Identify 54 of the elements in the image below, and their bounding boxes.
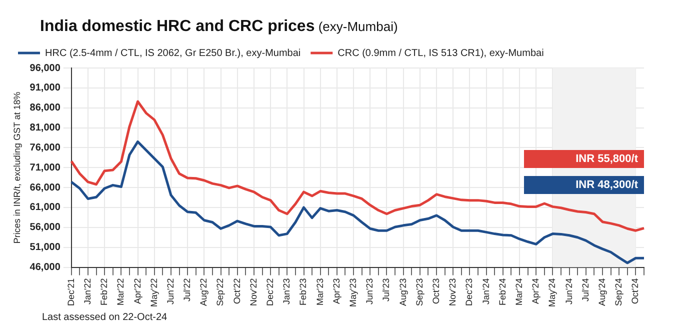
x-tick-label: Jul'24 (580, 278, 590, 302)
x-tick-label: May'23 (348, 278, 358, 308)
x-tick-label: Jul'22 (182, 278, 192, 302)
x-tick-label: Jan'22 (82, 278, 92, 305)
y-tick-label: 46,000 (30, 262, 61, 274)
chart-subtitle: (exy-Mumbai) (317, 19, 398, 34)
x-tick-label: Mar'22 (116, 278, 126, 306)
x-tick-label: Jan'24 (480, 278, 491, 305)
text: Last assessed on 22-Oct-24 (42, 312, 168, 323)
legend-label: HRC (2.5-4mm / CTL, IS 2062, Gr E250 Br.), exy-Mumbai (45, 48, 301, 59)
x-tick-label: Nov'23 (448, 278, 458, 306)
x-tick-label: Oct'22 (232, 278, 242, 304)
x-tick-label: Sep'23 (414, 278, 424, 306)
y-tick-label: 76,000 (30, 142, 61, 154)
x-tick-label: Jan'23 (282, 278, 292, 305)
x-tick-label: Apr'22 (132, 278, 142, 304)
x-tick-label: Jun'23 (364, 278, 375, 305)
y-axis-title: Prices in INR/t, excluding GST at 18% (12, 92, 22, 244)
x-tick-label: Aug'24 (596, 278, 607, 306)
x-tick-label: Aug'22 (198, 278, 209, 306)
x-tick-label: Apr'23 (331, 278, 342, 304)
x-tick-label: Jul'23 (381, 278, 392, 302)
x-tick-label: Sep'24 (614, 278, 624, 306)
x-tick-label: Dec'23 (464, 278, 474, 306)
y-tick-label: 66,000 (30, 182, 61, 194)
chart-title: India domestic HRC and CRC prices (40, 18, 315, 35)
x-tick-label: Aug'23 (398, 278, 408, 306)
legend-label: CRC (0.9mm / CTL, IS 513 CR1), exy-Mumbai (338, 48, 544, 59)
price-tag: INR 48,300/t (524, 176, 644, 194)
x-tick-label: Sep'22 (215, 278, 226, 306)
x-tick-label: Mar'23 (314, 278, 325, 306)
y-tick-label: 81,000 (30, 122, 61, 134)
y-tick-label: 71,000 (30, 162, 61, 174)
price-tag: INR 55,800/t (524, 150, 644, 168)
x-tick-label: Nov'22 (248, 278, 258, 306)
x-tick-label: Mar'24 (514, 278, 524, 306)
y-tick-label: 51,000 (30, 242, 61, 254)
y-tick-label: 86,000 (30, 102, 61, 114)
y-tick-label: 91,000 (30, 82, 61, 94)
x-tick-label: May'24 (547, 278, 558, 308)
x-tick-label: Dec'21 (66, 278, 76, 306)
x-tick-label: Jun'24 (564, 278, 574, 305)
x-tick-label: Dec'22 (265, 278, 276, 306)
y-tick-label: 61,000 (30, 202, 61, 214)
y-tick-label: 56,000 (30, 222, 61, 234)
x-tick-label: Feb'23 (298, 278, 308, 306)
x-tick-label: Apr'24 (530, 278, 541, 304)
x-tick-label: Feb'22 (99, 278, 110, 306)
x-tick-label: May'22 (148, 278, 159, 308)
y-tick-label: 96,000 (30, 62, 61, 74)
x-tick-label: Oct'24 (630, 278, 640, 304)
x-tick-label: Oct'23 (431, 278, 442, 304)
x-tick-label: Feb'24 (497, 278, 508, 306)
x-tick-label: Jun'22 (165, 278, 176, 305)
